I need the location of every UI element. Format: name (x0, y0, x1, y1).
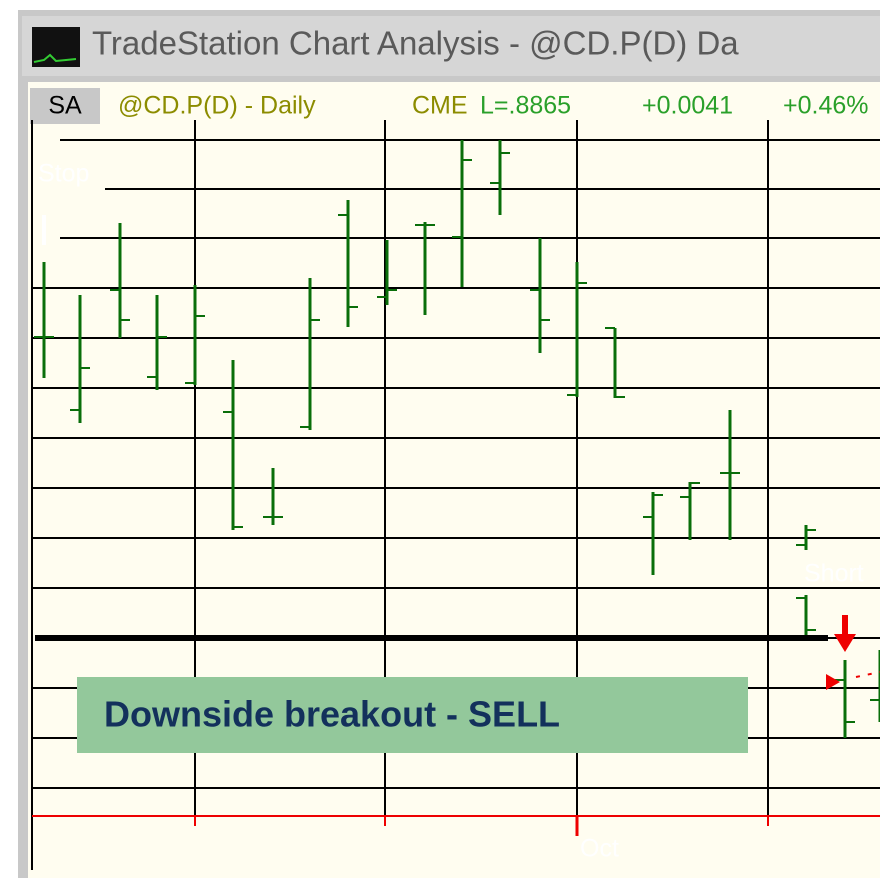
stop-dash (855, 671, 880, 678)
window-title: TradeStation Chart Analysis - @CD.P(D) D… (92, 25, 739, 62)
exchange: CME (412, 92, 468, 120)
last-price: L=.8865 (480, 92, 571, 120)
symbol-box-text: SA (48, 92, 82, 120)
short-label: Short (804, 560, 864, 588)
symbol-box (30, 88, 100, 124)
entry-marker (826, 674, 840, 690)
annotation-box (77, 677, 748, 753)
annotation: Downside breakout - SELL (104, 694, 560, 735)
sell-arrow-head (834, 634, 856, 652)
percent-change: +0.46% (783, 92, 869, 120)
symbol: @CD.P(D) - Daily (118, 92, 316, 120)
stop-label: Stop (38, 160, 89, 188)
title-bar (22, 16, 880, 76)
x-label: Oct (580, 835, 619, 863)
sell-arrow-shaft (842, 615, 848, 637)
app-icon-line (33, 53, 77, 63)
change: +0.0041 (642, 92, 733, 120)
